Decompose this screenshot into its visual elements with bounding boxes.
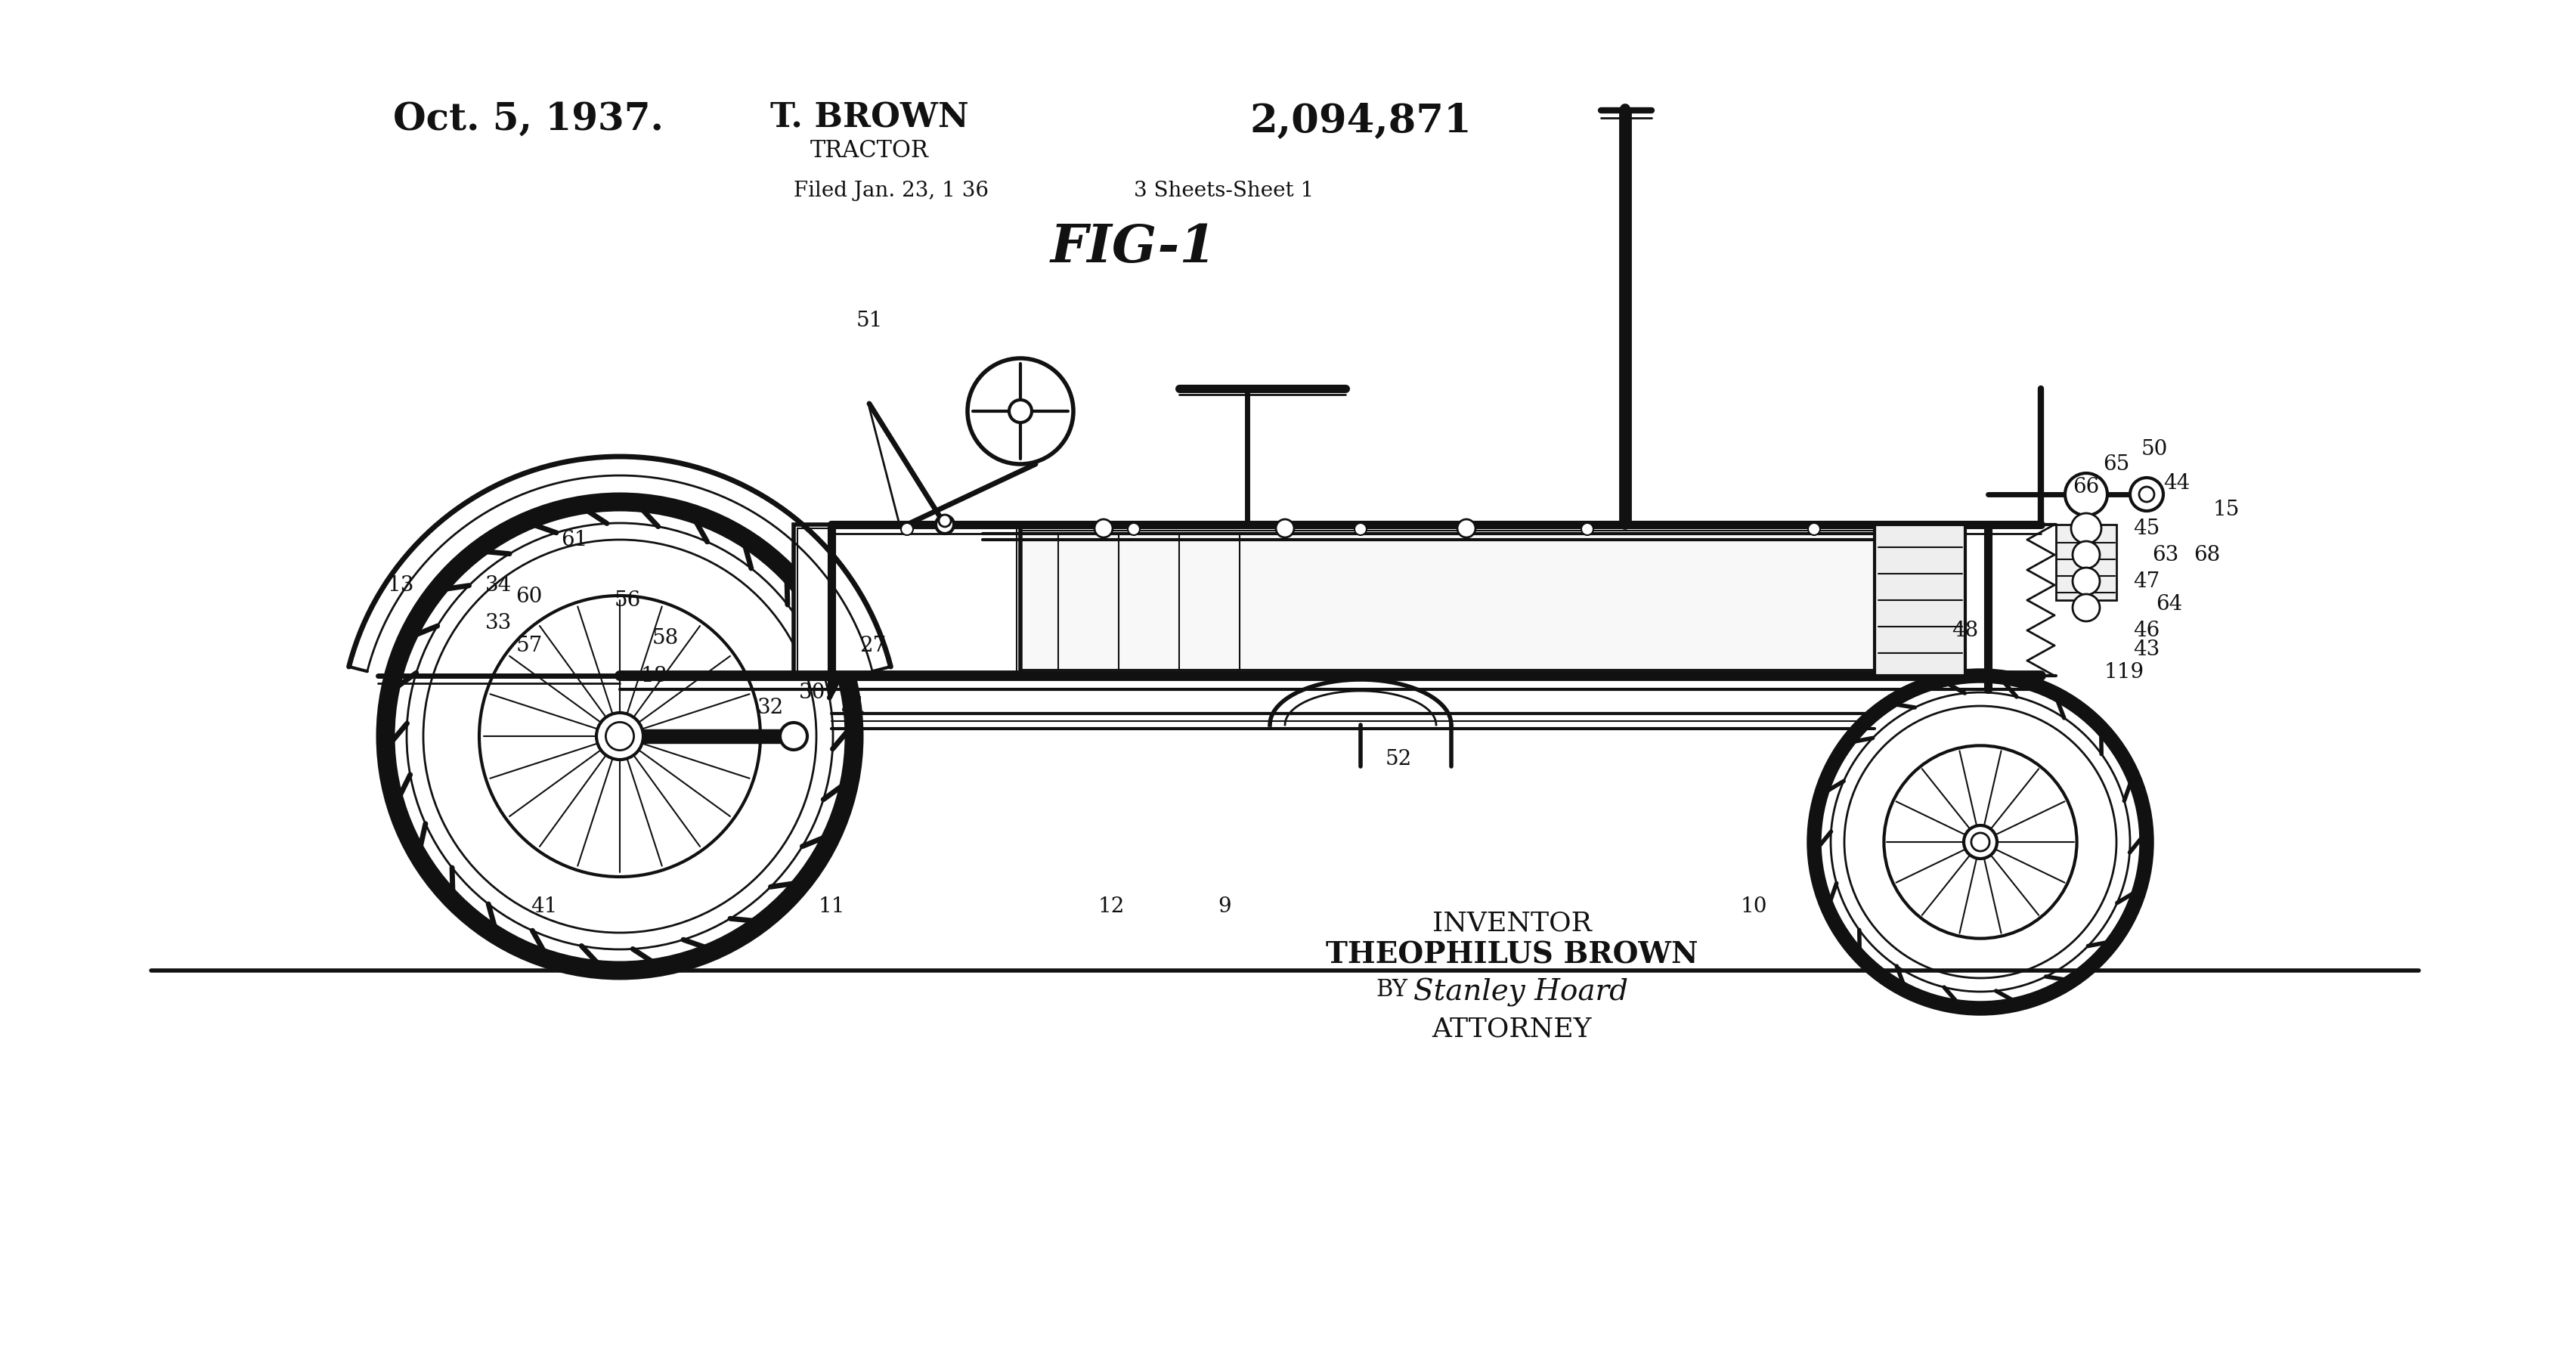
Circle shape — [938, 515, 951, 527]
Circle shape — [1808, 523, 1821, 536]
Circle shape — [1355, 523, 1368, 536]
Text: INVENTOR: INVENTOR — [1432, 910, 1592, 936]
Text: 15: 15 — [2213, 499, 2239, 519]
Text: Stanley Hoard: Stanley Hoard — [1414, 978, 1628, 1006]
Text: 63: 63 — [2151, 545, 2179, 565]
Circle shape — [781, 723, 806, 750]
Circle shape — [2074, 541, 2099, 568]
Circle shape — [605, 723, 634, 750]
Circle shape — [1010, 400, 1033, 423]
Text: 34: 34 — [484, 575, 513, 595]
Text: 51: 51 — [855, 311, 884, 331]
Text: 12: 12 — [1097, 896, 1126, 917]
Circle shape — [2130, 477, 2164, 511]
Bar — [1875, 525, 1965, 675]
Text: 33: 33 — [484, 613, 513, 633]
Circle shape — [1275, 519, 1293, 537]
Circle shape — [2074, 568, 2099, 595]
Text: 32: 32 — [757, 697, 783, 717]
Text: ATTORNEY: ATTORNEY — [1432, 1016, 1592, 1041]
Text: 47: 47 — [2133, 571, 2161, 591]
Circle shape — [1582, 523, 1595, 536]
Text: 119: 119 — [2105, 662, 2143, 682]
Text: 58: 58 — [652, 628, 677, 648]
Circle shape — [935, 515, 953, 534]
Text: 65: 65 — [2102, 454, 2130, 475]
Circle shape — [2066, 473, 2107, 515]
Text: TRACTOR: TRACTOR — [809, 140, 927, 163]
Bar — [799, 529, 1018, 673]
Circle shape — [2074, 594, 2099, 621]
Text: 31: 31 — [840, 696, 868, 716]
Text: 61: 61 — [562, 529, 587, 551]
Circle shape — [1095, 519, 1113, 537]
Text: 57: 57 — [515, 636, 544, 656]
Bar — [981, 525, 1904, 675]
Text: 48: 48 — [1953, 620, 1978, 640]
Text: T. BROWN: T. BROWN — [770, 102, 969, 134]
Text: 60: 60 — [515, 586, 544, 606]
Text: 30: 30 — [799, 682, 827, 702]
Text: Filed Jan. 23, 1 36: Filed Jan. 23, 1 36 — [793, 180, 989, 201]
Text: 10: 10 — [1741, 896, 1767, 917]
Text: 46: 46 — [2133, 620, 2161, 640]
Text: 9: 9 — [1218, 896, 1231, 917]
Text: Oct. 5, 1937.: Oct. 5, 1937. — [394, 102, 665, 138]
Text: 66: 66 — [2074, 476, 2099, 496]
Circle shape — [1128, 523, 1139, 536]
Text: 3 Sheets-Sheet 1: 3 Sheets-Sheet 1 — [1133, 180, 1314, 201]
Text: 43: 43 — [2133, 639, 2161, 659]
Text: 2,094,871: 2,094,871 — [1249, 102, 1471, 140]
Text: 44: 44 — [2164, 473, 2190, 494]
Text: BY: BY — [1376, 978, 1406, 1002]
Text: 11: 11 — [819, 896, 845, 917]
Text: THEOPHILUS BROWN: THEOPHILUS BROWN — [1327, 940, 1698, 970]
Circle shape — [902, 523, 912, 536]
Bar — [793, 525, 1020, 675]
Circle shape — [1458, 519, 1476, 537]
Circle shape — [598, 713, 644, 759]
Text: 68: 68 — [2195, 545, 2221, 565]
Text: 45: 45 — [2133, 518, 2161, 538]
Text: 52: 52 — [1386, 749, 1412, 769]
Text: FIG-1: FIG-1 — [1051, 222, 1216, 274]
Circle shape — [2071, 513, 2102, 544]
Text: 13: 13 — [386, 575, 415, 595]
Text: 64: 64 — [2156, 594, 2182, 614]
Text: 56: 56 — [613, 590, 641, 610]
Circle shape — [1963, 826, 1996, 858]
Text: 27: 27 — [860, 636, 886, 656]
Circle shape — [2138, 487, 2154, 502]
Text: 41: 41 — [531, 896, 556, 917]
Text: 18: 18 — [641, 666, 667, 686]
Text: 50: 50 — [2141, 439, 2166, 460]
Bar — [2056, 525, 2117, 601]
Bar — [989, 530, 1899, 670]
Circle shape — [1971, 833, 1989, 852]
